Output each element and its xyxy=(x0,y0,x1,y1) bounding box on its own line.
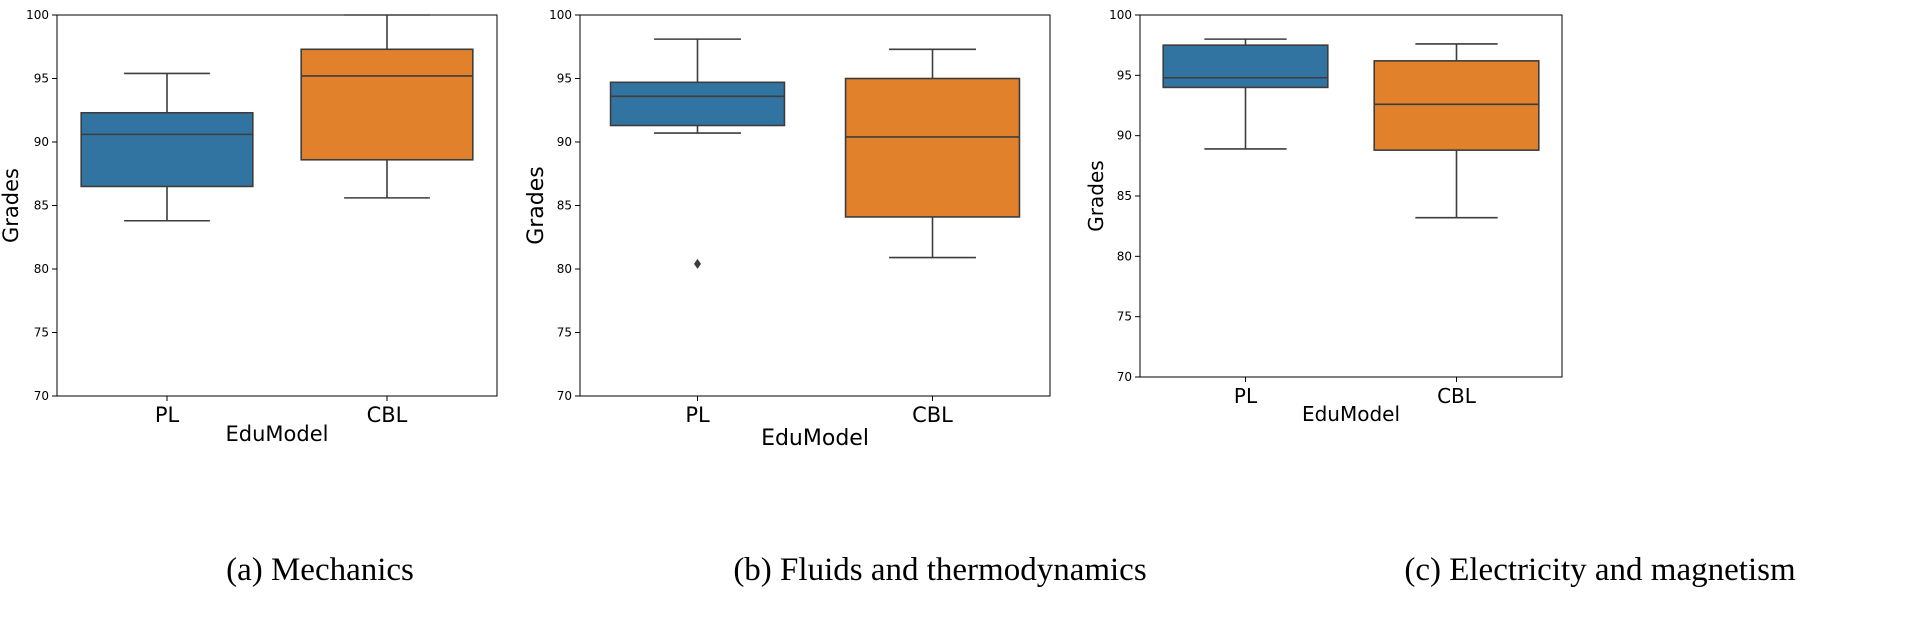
y-tick-label: 85 xyxy=(1117,189,1132,203)
y-tick-label: 100 xyxy=(549,8,572,22)
caption-mechanics: (a) Mechanics xyxy=(226,552,414,588)
box-pl-iqr xyxy=(609,81,786,127)
y-tick-label: 90 xyxy=(1117,129,1132,143)
y-tick-label: 70 xyxy=(34,389,49,403)
y-tick-label: 75 xyxy=(1117,310,1132,324)
y-tick-label: 95 xyxy=(1117,68,1132,82)
x-tick-label: PL xyxy=(1234,384,1258,408)
y-tick-label: 75 xyxy=(34,326,49,340)
y-tick-label: 80 xyxy=(1117,249,1132,263)
box-pl-iqr xyxy=(1162,44,1329,89)
box-cbl-iqr xyxy=(844,77,1021,218)
caption-fluids-thermodynamics: (b) Fluids and thermodynamics xyxy=(733,552,1147,588)
y-tick-label: 90 xyxy=(557,135,572,149)
y-tick-label: 70 xyxy=(557,389,572,403)
y-tick-label: 95 xyxy=(34,72,49,86)
box-cbl-iqr xyxy=(1373,60,1540,151)
y-tick-label: 85 xyxy=(557,199,572,213)
y-tick-label: 95 xyxy=(557,72,572,86)
y-tick-label: 80 xyxy=(557,262,572,276)
y-tick-label: 75 xyxy=(557,326,572,340)
x-axis-label: EduModel xyxy=(1302,402,1400,426)
box-pl-outlier xyxy=(694,258,701,269)
x-axis-label: EduModel xyxy=(226,422,329,446)
y-tick-label: 100 xyxy=(26,8,49,22)
x-tick-label: CBL xyxy=(1437,384,1477,408)
y-tick-label: 90 xyxy=(34,135,49,149)
y-axis-label: Grades xyxy=(524,166,549,245)
caption-electricity-magnetism: (c) Electricity and magnetism xyxy=(1404,552,1796,588)
y-tick-label: 85 xyxy=(34,199,49,213)
x-tick-label: CBL xyxy=(912,403,953,427)
x-axis-label: EduModel xyxy=(761,426,869,451)
x-tick-label: PL xyxy=(685,403,710,427)
box-cbl-iqr xyxy=(300,48,474,161)
y-tick-label: 80 xyxy=(34,262,49,276)
y-tick-label: 100 xyxy=(1109,8,1132,22)
y-axis-label: Grades xyxy=(0,168,23,243)
y-axis-label: Grades xyxy=(1084,160,1108,231)
y-tick-label: 70 xyxy=(1117,370,1132,384)
x-tick-label: CBL xyxy=(367,403,408,427)
box-pl-iqr xyxy=(80,111,254,188)
x-tick-label: PL xyxy=(155,403,180,427)
